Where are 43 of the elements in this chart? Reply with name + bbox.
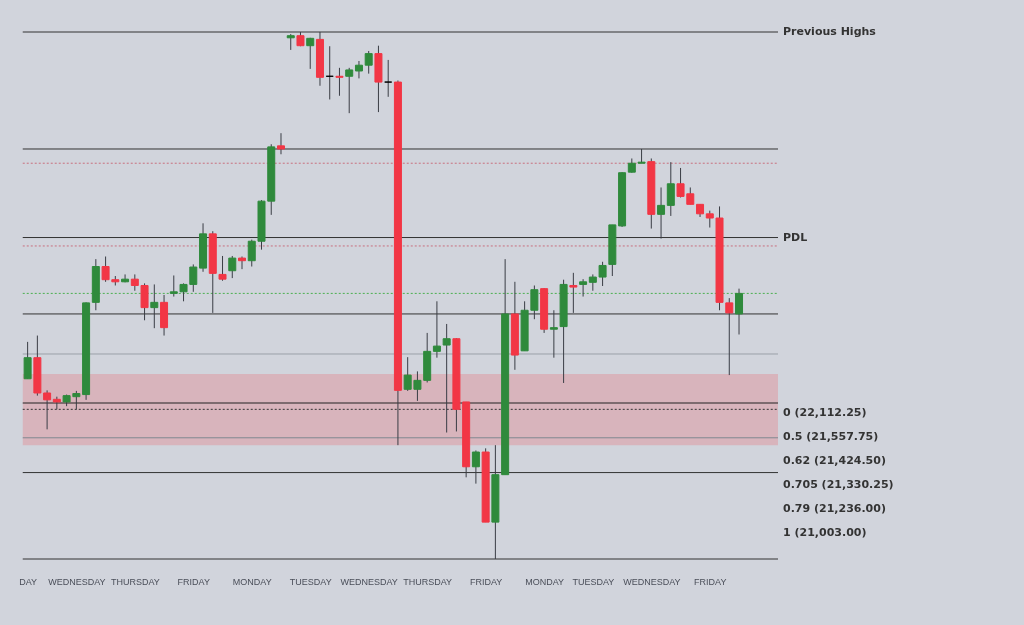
candlestick <box>306 37 315 70</box>
x-tick-label: WEDNESDAY <box>623 576 681 587</box>
candlestick <box>432 300 441 359</box>
candlestick <box>52 396 61 410</box>
text: 0.62 (21,424.50) <box>783 454 886 467</box>
x-tick-label: WEDNESDAY <box>340 576 398 587</box>
ref-line-label: PDL <box>783 230 808 244</box>
candlestick <box>364 50 373 75</box>
candlestick <box>238 256 247 270</box>
candlestick <box>335 67 344 97</box>
x-tick-label: TUESDAY <box>572 576 615 587</box>
x-tick-label: THURSDAY <box>110 576 160 587</box>
candlestick <box>345 67 354 114</box>
candlestick <box>735 288 744 335</box>
candlestick <box>657 186 666 240</box>
candlestick <box>150 283 159 329</box>
x-tick-label: MONDAY <box>232 576 272 587</box>
text: 1 (21,003.00) <box>783 526 867 539</box>
text: 0.5 (21,557.75) <box>783 430 879 443</box>
text: 0 (22,112.25) <box>783 406 867 419</box>
x-tick-label: THURSDAY <box>403 576 453 587</box>
candlestick <box>228 255 237 279</box>
candlestick <box>218 255 227 282</box>
candlestick <box>384 59 393 98</box>
text: 0.705 (21,330.25) <box>783 478 894 491</box>
x-tick-label: WEDNESDAY <box>48 576 106 587</box>
text: 0.79 (21,236.00) <box>783 502 886 515</box>
candlestick <box>549 309 558 359</box>
x-tick-label: FRIDAY <box>177 576 210 587</box>
candlestick <box>23 341 32 380</box>
x-tick-label: MONDAY <box>525 576 565 587</box>
candlestick <box>569 272 578 314</box>
x-tick-label: FRIDAY <box>469 576 503 587</box>
candlestick <box>471 449 480 485</box>
x-tick-label: DAY <box>19 576 38 587</box>
candlestick <box>354 60 363 79</box>
x-tick-label: TUESDAY <box>289 576 332 587</box>
candlestick <box>276 132 285 155</box>
candlestick <box>579 278 588 298</box>
candlestick <box>442 323 451 434</box>
candlestick <box>666 161 675 217</box>
ref-line-label: Previous Highs <box>783 25 877 38</box>
x-tick-label: FRIDAY <box>694 576 727 587</box>
